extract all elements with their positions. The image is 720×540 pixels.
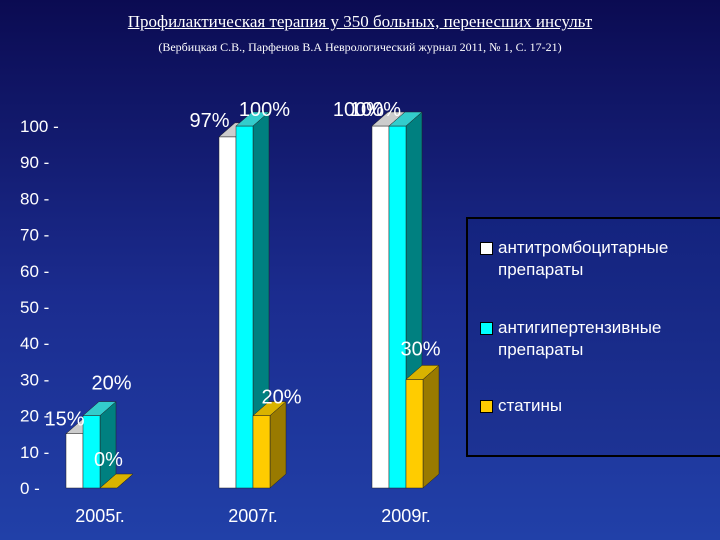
bar-front [252,415,271,489]
data-label: 97% [189,110,229,132]
bar-front [405,379,424,489]
bar-top [82,401,117,416]
x-tick-label: 2009г. [381,506,430,526]
bar-front [388,125,407,489]
y-tick-label: 90 - [20,153,49,172]
data-label: 100% [239,99,290,121]
x-axis: 2005г. 2007г. 2009г. [75,506,430,526]
bar-side [269,401,287,489]
x-tick-label: 2005г. [75,506,124,526]
bar [235,111,270,489]
y-axis: 0 - 10 - 20 - 30 - 40 - 50 - 60 - 70 - 80 - 90 - 1… [20,117,59,498]
bar-side [99,401,117,489]
bar [82,401,117,489]
bar [405,364,440,489]
bar-top [99,473,134,489]
legend-label-antihypertensive: антигипертензивные препараты [498,318,662,359]
y-tick-label: 50 - [20,298,49,317]
data-label: 100% [350,99,401,121]
bar-front [235,125,254,489]
bar [252,401,287,489]
legend-label-antiplatelet: антитромбоцитарные препараты [498,238,669,279]
bar-front [371,125,390,489]
y-tick-label: 70 - [20,226,49,245]
data-label: 20% [91,373,131,395]
bars [65,111,440,489]
legend: антитромбоцитарные препараты антигиперте… [466,217,720,457]
x-tick-label: 2007г. [228,506,277,526]
data-label: 0% [94,449,123,471]
legend-swatch-antihypertensive [480,322,493,335]
bar-top [405,365,440,380]
bar-front [218,136,237,489]
bar-top [252,401,287,416]
data-label: 20% [261,387,301,409]
y-tick-label: 0 - [20,479,40,498]
y-tick-label: 10 - [20,443,49,462]
legend-swatch-antiplatelet [480,242,493,255]
y-tick-label: 30 - [20,370,49,389]
chart-title: Профилактическая терапия у 350 больных, … [127,12,593,31]
y-tick-label: 40 - [20,334,49,353]
y-tick-label: 20 - [20,407,49,426]
legend-label-statins: статины [498,396,563,415]
bar-top [388,111,423,127]
y-tick-label: 80 - [20,189,49,208]
y-tick-label: 100 - [20,117,59,136]
bar-side [422,364,440,489]
legend-swatch-statins [480,400,493,413]
y-tick-label: 60 - [20,262,49,281]
data-labels: 15%20%0%97% 100%20%100%100%30% [44,99,440,471]
data-label: 100% [333,99,384,121]
data-label: 15% [44,409,84,431]
chart-subtitle: (Вербицкая С.В., Парфенов В.А Неврологич… [158,40,562,54]
data-label: 30% [400,338,440,360]
bar-front [65,433,84,489]
bar-top [235,111,270,127]
bar [99,473,134,489]
